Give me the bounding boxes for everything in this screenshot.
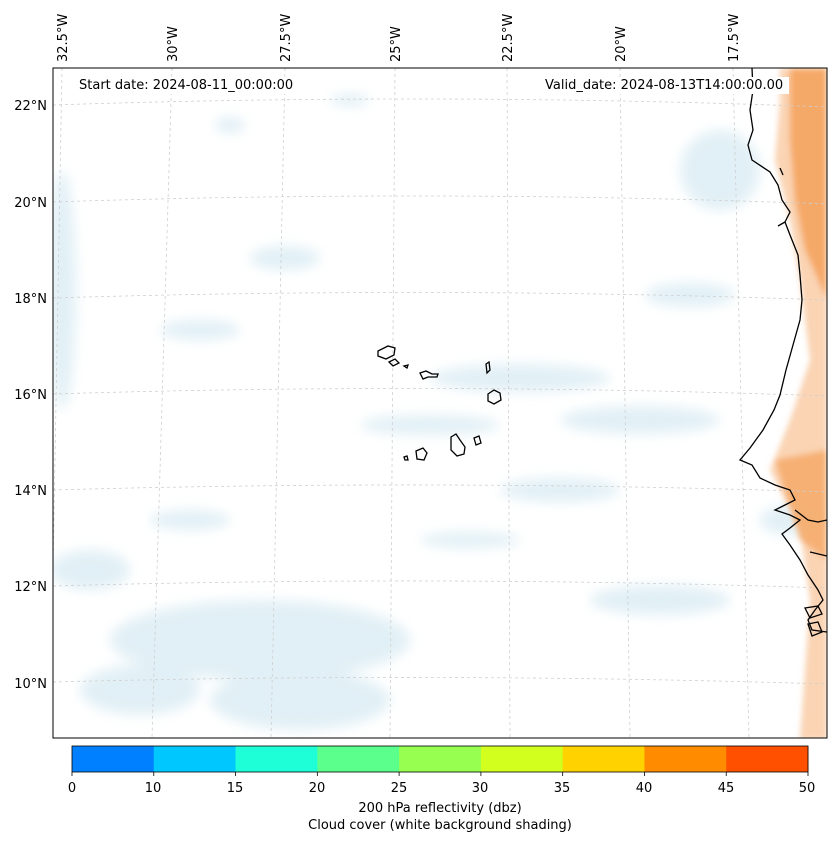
island-brava bbox=[403, 455, 409, 461]
colorbar-tick: 20 bbox=[308, 781, 326, 796]
colorbar-segment bbox=[726, 746, 809, 772]
colorbar-sublabel: Cloud cover (white background shading) bbox=[308, 818, 572, 833]
colorbar-tick: 40 bbox=[635, 781, 653, 796]
colorbar-segment bbox=[235, 746, 318, 772]
island-santa-luzia bbox=[402, 364, 409, 370]
colorbar-label: 200 hPa reflectivity (dbz) bbox=[358, 801, 522, 816]
island-sao-nicolau bbox=[419, 370, 439, 380]
colorbar-tick: 25 bbox=[390, 781, 408, 796]
lat-label: 12°N bbox=[14, 580, 47, 595]
lat-label: 10°N bbox=[14, 677, 47, 692]
colorbar-segment bbox=[562, 746, 645, 772]
lon-label: 22.5°W bbox=[501, 14, 516, 62]
island-fogo bbox=[415, 447, 428, 461]
lat-label: 22°N bbox=[14, 99, 47, 114]
longitude-labels: 32.5°W 30°W 27.5°W 25°W 22.5°W 20°W 17.5… bbox=[56, 14, 742, 62]
colorbar-segment bbox=[317, 746, 400, 772]
colorbar-tick: 45 bbox=[717, 781, 735, 796]
island-santo-antao bbox=[377, 345, 396, 360]
colorbar-tick: 0 bbox=[67, 781, 77, 796]
start-date-label: Start date: 2024-08-11_00:00:00 bbox=[73, 77, 300, 94]
colorbar bbox=[71, 745, 809, 776]
island-santiago bbox=[450, 433, 466, 457]
lat-label: 16°N bbox=[14, 388, 47, 403]
colorbar-tick: 50 bbox=[798, 781, 816, 796]
colorbar-tick: 15 bbox=[226, 781, 244, 796]
colorbar-tick: 35 bbox=[553, 781, 571, 796]
valid-date-label: Valid_date: 2024-08-13T14:00:00.00 bbox=[539, 77, 790, 94]
island-maio bbox=[473, 435, 482, 446]
lon-label: 30°W bbox=[166, 26, 181, 62]
lat-label: 18°N bbox=[14, 292, 47, 307]
colorbar-segment bbox=[644, 746, 727, 772]
island-sao-vicente bbox=[387, 358, 401, 367]
island-boa-vista bbox=[487, 389, 502, 405]
lon-label: 27.5°W bbox=[279, 14, 294, 62]
lat-label: 20°N bbox=[14, 196, 47, 211]
latitude-labels: 22°N 20°N 18°N 16°N 14°N 12°N 10°N bbox=[14, 99, 47, 692]
cabo-verde-islands bbox=[377, 345, 502, 461]
graticule bbox=[53, 68, 827, 738]
colorbar-segment bbox=[480, 746, 564, 772]
reflectivity-land-layer bbox=[770, 68, 827, 738]
colorbar-segment bbox=[153, 746, 237, 772]
lon-label: 25°W bbox=[389, 26, 404, 62]
colorbar-tick: 10 bbox=[144, 781, 162, 796]
lon-label: 17.5°W bbox=[727, 14, 742, 62]
colorbar-segment bbox=[72, 746, 155, 772]
map-frame bbox=[52, 67, 828, 739]
island-sal bbox=[485, 360, 491, 375]
colorbar-tick: 30 bbox=[471, 781, 489, 796]
colorbar-segment bbox=[399, 746, 482, 772]
lat-label: 14°N bbox=[14, 484, 47, 499]
africa-coastline bbox=[738, 68, 827, 637]
lon-label: 20°W bbox=[614, 26, 629, 62]
cloud-cover-layer bbox=[53, 94, 820, 730]
lon-label: 32.5°W bbox=[56, 14, 71, 62]
colorbar-frame bbox=[71, 745, 809, 773]
